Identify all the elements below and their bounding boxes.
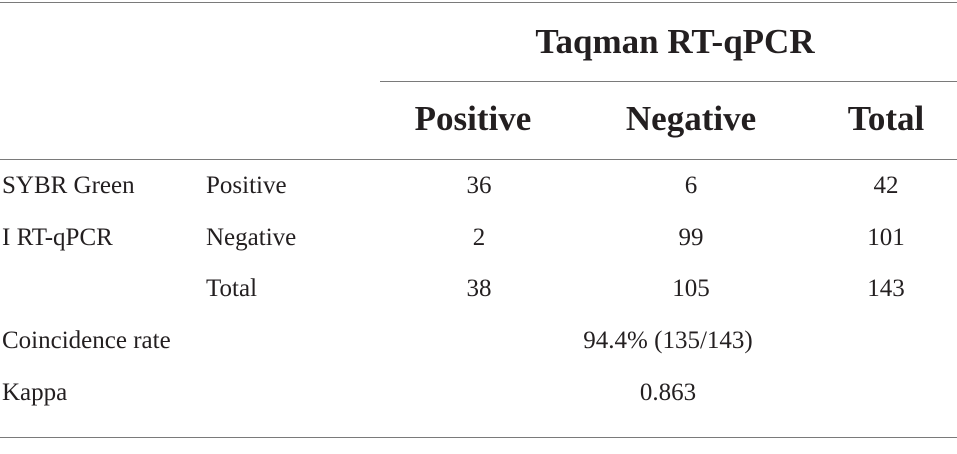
kappa-value: 0.863 (639, 379, 697, 406)
cell-total-positive: 38 (466, 275, 492, 302)
header-bottom-rule (0, 159, 957, 160)
top-rule (0, 2, 957, 3)
cell-total-negative: 105 (672, 275, 710, 302)
coincidence-rate-value: 94.4% (135/143) (583, 327, 753, 354)
cell-negative-total: 101 (867, 224, 905, 251)
row-label-negative: Negative (206, 224, 297, 251)
cell-positive-negative: 6 (684, 172, 698, 199)
group-header: Taqman RT-qPCR (535, 22, 815, 61)
group-header-rule (380, 81, 957, 82)
cell-negative-positive: 2 (472, 224, 486, 251)
row-group-label-line2: I RT-qPCR (2, 224, 113, 251)
bottom-rule (0, 437, 957, 438)
cell-positive-total: 42 (873, 172, 899, 199)
row-group-label-line1: SYBR Green (2, 172, 135, 199)
row-label-total: Total (206, 275, 258, 302)
row-label-positive: Positive (206, 172, 287, 199)
cell-total-total: 143 (867, 275, 905, 302)
cell-negative-negative: 99 (678, 224, 704, 251)
cell-positive-positive: 36 (466, 172, 492, 199)
column-header-total: Total (847, 99, 925, 138)
column-header-positive: Positive (414, 99, 532, 138)
coincidence-rate-label: Coincidence rate (2, 327, 171, 354)
column-header-negative: Negative (625, 99, 757, 138)
kappa-label: Kappa (2, 379, 68, 406)
